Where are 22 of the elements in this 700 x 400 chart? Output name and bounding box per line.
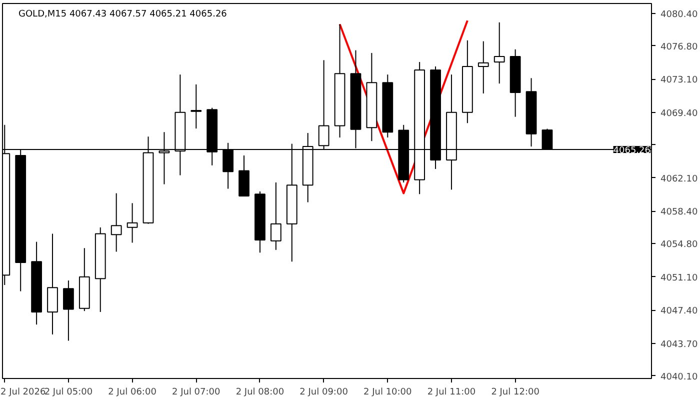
y-tick-label: 4062.10 [660, 174, 698, 184]
y-tick-label: 4069.40 [660, 108, 698, 119]
x-tick-label: 2 Jul 05:00 [44, 388, 93, 398]
x-tick-label: 2 Jul 08:00 [236, 388, 284, 398]
x-tick-label: 2 Jul 07:00 [172, 388, 221, 398]
y-tick-label: 4076.80 [660, 42, 698, 52]
x-tick-label: 2 Jul 2026 [0, 388, 46, 398]
y-tick-label: 4054.80 [660, 240, 698, 250]
y-tick-label: 4080.40 [660, 10, 698, 20]
x-tick-label: 2 Jul 06:00 [108, 388, 157, 398]
x-tick-label: 2 Jul 10:00 [364, 388, 412, 398]
x-tick-label: 2 Jul 12:00 [491, 388, 540, 398]
text: GOLD,M15 4067.43 4067.57 4065.21 4065.26 [18, 10, 228, 20]
y-tick-label: 4040.10 [660, 372, 698, 382]
y-tick-label: 4058.40 [660, 208, 698, 218]
x-tick-label: 2 Jul 09:00 [300, 388, 348, 398]
y-tick-label: 4047.40 [660, 306, 698, 317]
y-tick-label: 4051.10 [660, 273, 698, 284]
y-tick-label: 4043.70 [660, 340, 698, 350]
ref-line-label: 4065.26 [613, 146, 651, 156]
x-tick-label: 2 Jul 11:00 [427, 388, 476, 398]
y-tick-label: 4073.10 [660, 76, 698, 86]
